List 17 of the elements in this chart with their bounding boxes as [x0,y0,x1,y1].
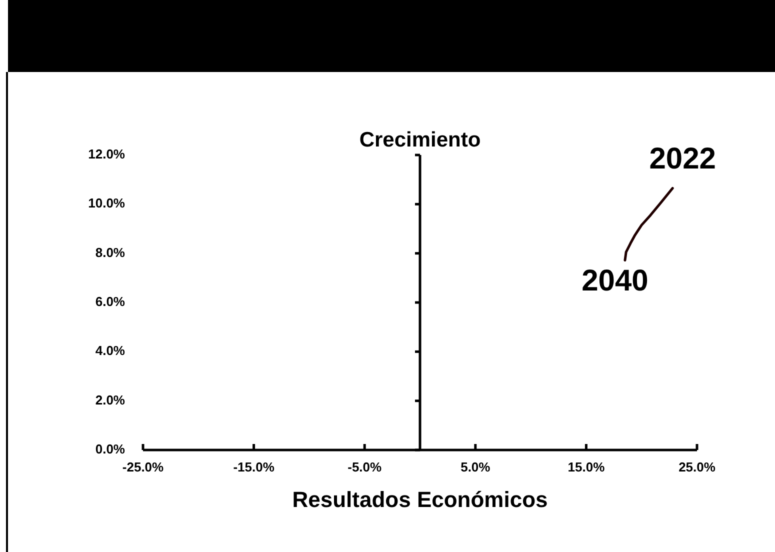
x-tick-label: -15.0% [233,459,275,474]
y-tick-label: 8.0% [95,244,126,260]
y-tick-label: 4.0% [95,343,126,358]
y-tick-label: 10.0% [88,196,126,211]
x-tick-label: 15.0% [568,459,606,474]
x-tick-label: 5.0% [460,459,491,474]
x-tick-label: -25.0% [122,459,164,474]
x-tick-label: -5.0% [348,459,382,474]
x-axis-title: Resultados Económicos [292,487,548,512]
annotation: 2040 [582,264,648,298]
y-tick-label: 0.0% [95,442,126,457]
y-axis-title: Crecimiento [359,128,481,152]
y-tick-label: 6.0% [95,294,126,310]
y-tick-label: 12.0% [88,146,126,162]
y-tick-label: 2.0% [95,392,126,408]
x-tick-label: 25.0% [678,459,716,474]
annotation: 2022 [649,142,716,176]
